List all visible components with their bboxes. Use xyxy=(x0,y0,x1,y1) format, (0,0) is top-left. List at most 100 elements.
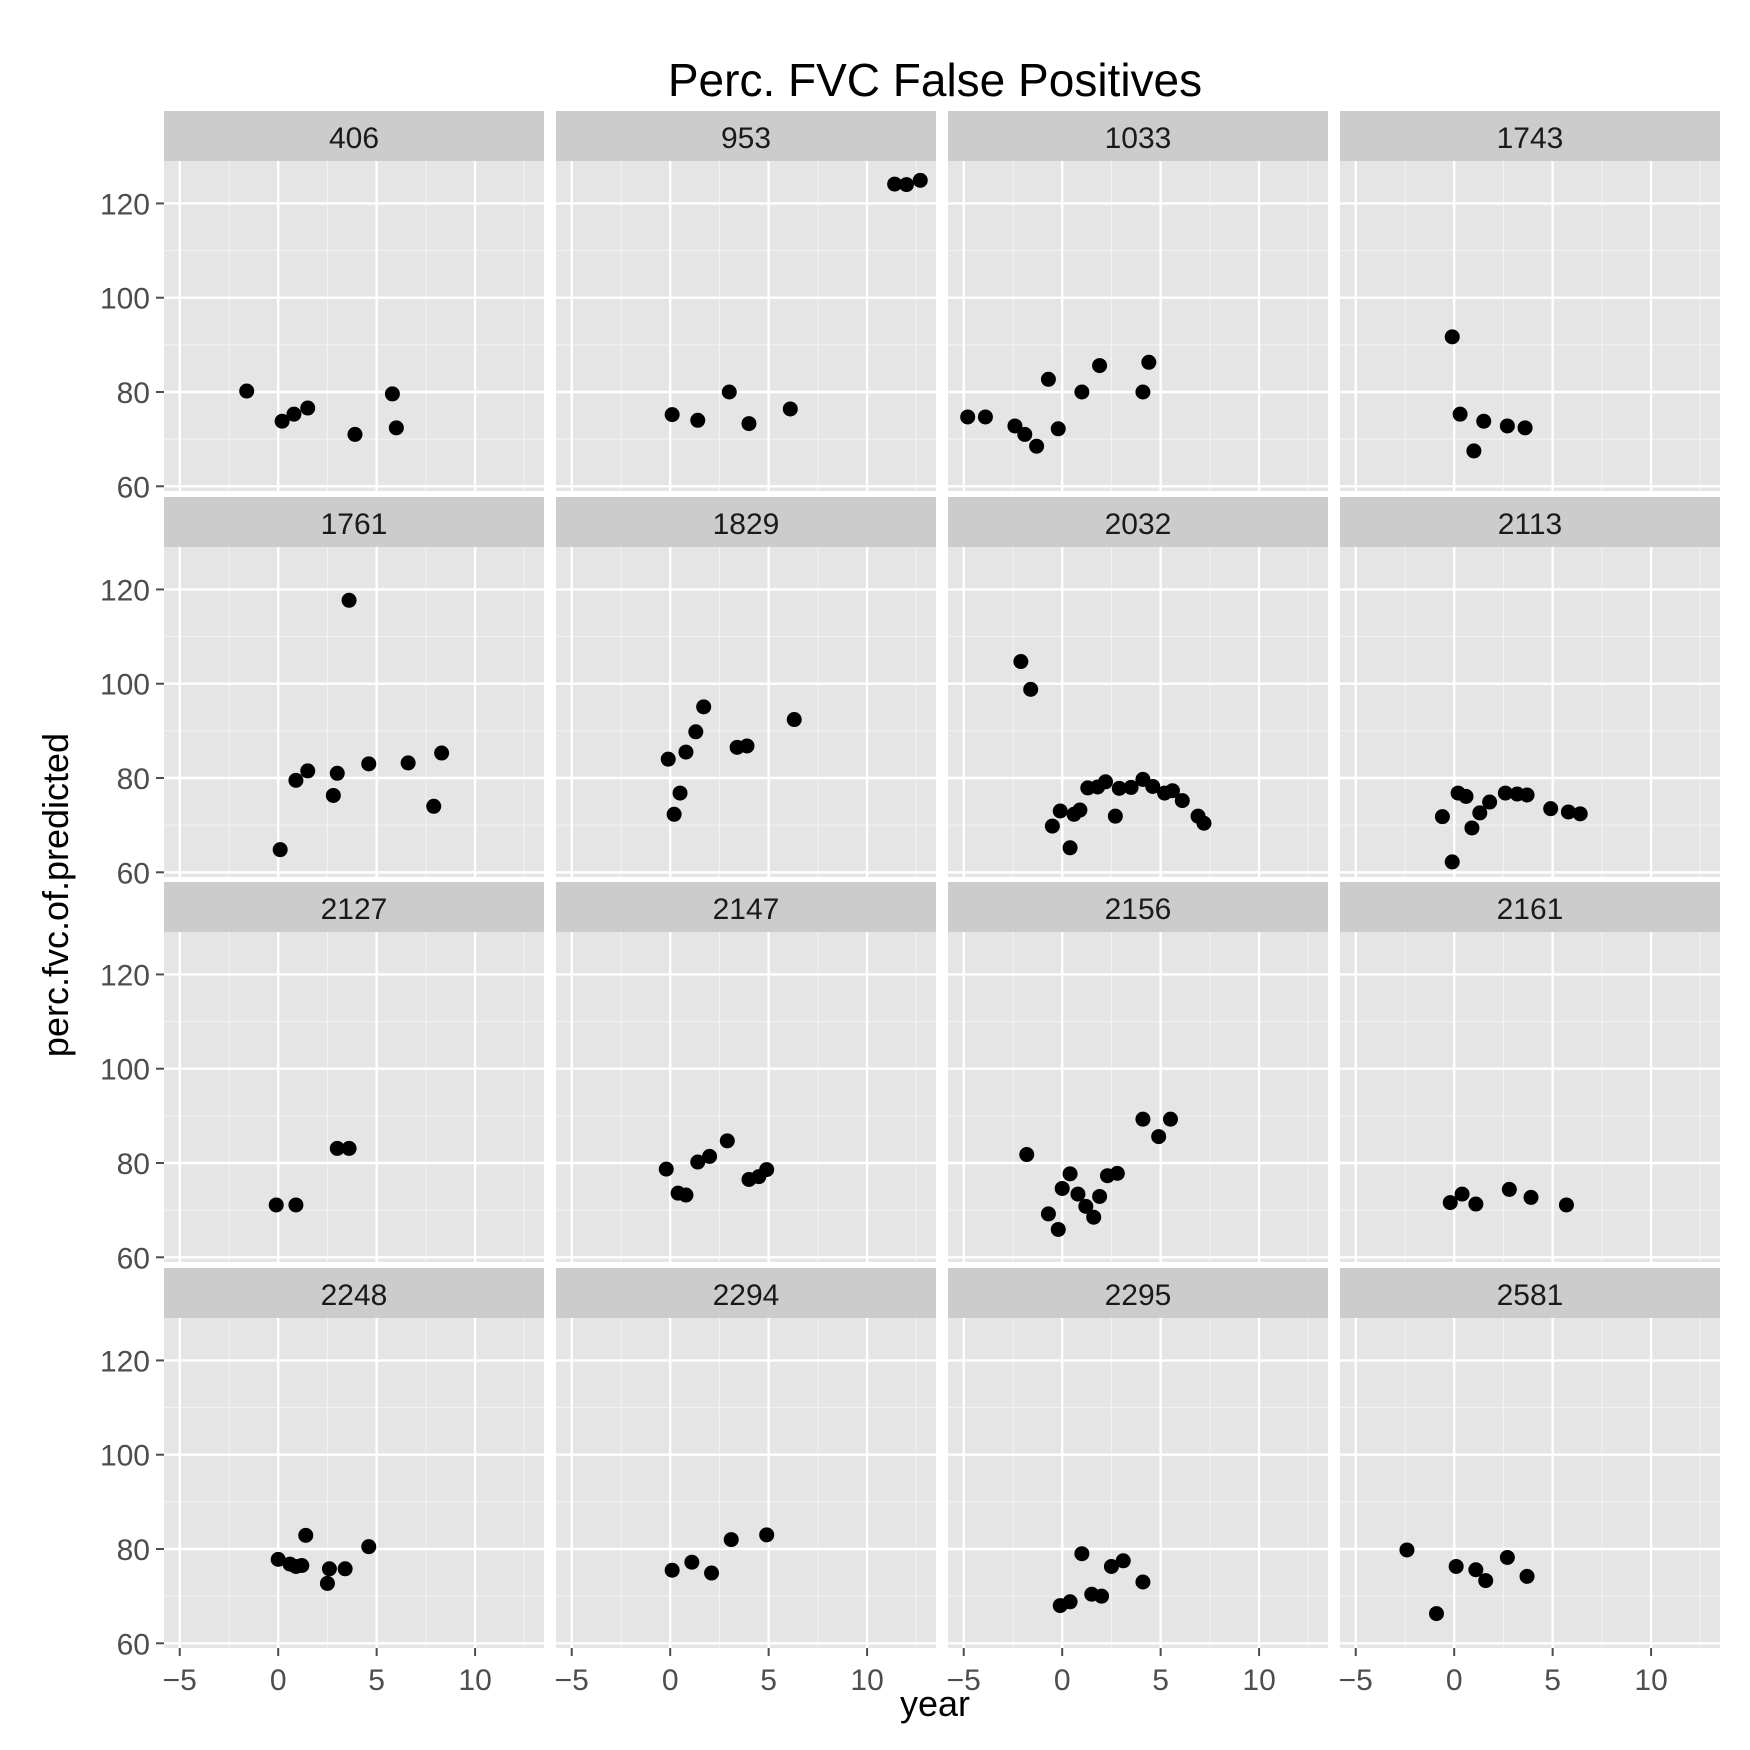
data-point xyxy=(321,1561,337,1577)
data-point xyxy=(1499,1549,1515,1565)
x-tick-label: 0 xyxy=(1054,1664,1071,1697)
data-point xyxy=(1174,793,1190,809)
facet-panel-2581: 2581 xyxy=(1340,1268,1720,1648)
facet-strip xyxy=(164,111,544,161)
data-point xyxy=(1434,809,1450,825)
facet-panel-2294: 2294 xyxy=(556,1268,936,1648)
data-point xyxy=(361,756,377,772)
data-point xyxy=(268,1197,284,1213)
data-point xyxy=(1452,406,1468,422)
data-point xyxy=(1050,421,1066,437)
x-tick-label: 10 xyxy=(458,1664,491,1697)
data-point xyxy=(384,386,400,402)
data-point xyxy=(1044,818,1060,834)
data-point xyxy=(666,806,682,822)
x-tick-label: 0 xyxy=(1446,1664,1463,1697)
data-point xyxy=(678,1187,694,1203)
y-tick-label: 80 xyxy=(117,377,150,410)
panel-background xyxy=(556,1318,936,1648)
data-point xyxy=(347,426,363,442)
facet-panel-953: 953 xyxy=(556,111,936,491)
x-tick-label: −5 xyxy=(555,1664,589,1697)
y-tick-label: 60 xyxy=(117,471,150,504)
data-point xyxy=(1040,371,1056,387)
facet-panel-2156: 2156 xyxy=(948,882,1328,1262)
facet-panel-406: 406 xyxy=(164,111,544,491)
x-tick-label: 5 xyxy=(1544,1664,1561,1697)
data-point xyxy=(1466,443,1482,459)
data-point xyxy=(1499,418,1515,434)
data-point xyxy=(1023,681,1039,697)
data-point xyxy=(1098,774,1114,790)
facet-strip-label: 2032 xyxy=(1105,508,1172,541)
data-point xyxy=(1572,806,1588,822)
y-tick-label: 100 xyxy=(100,283,150,316)
facet-strip xyxy=(948,882,1328,932)
data-point xyxy=(361,1539,377,1555)
x-tick-label: −5 xyxy=(1339,1664,1373,1697)
facet-strip-label: 2248 xyxy=(321,1279,388,1312)
data-point xyxy=(759,1162,775,1178)
facet-panel-2127: 2127 xyxy=(164,882,544,1262)
data-point xyxy=(1062,1594,1078,1610)
data-point xyxy=(272,842,288,858)
x-tick-label: 10 xyxy=(1242,1664,1275,1697)
panel-background xyxy=(1340,547,1720,877)
x-tick-label: 10 xyxy=(850,1664,883,1697)
data-point xyxy=(1476,413,1492,429)
data-point xyxy=(319,1575,335,1591)
data-point xyxy=(298,1527,314,1543)
facet-strip xyxy=(556,497,936,547)
y-tick-label: 80 xyxy=(117,763,150,796)
facet-strip xyxy=(164,882,544,932)
facet-strip-label: 1761 xyxy=(321,508,388,541)
facet-panel-2295: 2295 xyxy=(948,1268,1328,1648)
panel-background xyxy=(948,1318,1328,1648)
data-point xyxy=(688,724,704,740)
data-point xyxy=(696,699,712,715)
data-point xyxy=(684,1554,700,1570)
data-point xyxy=(1062,840,1078,856)
data-point xyxy=(1501,1181,1517,1197)
data-point xyxy=(1448,1558,1464,1574)
x-tick-label: 5 xyxy=(368,1664,385,1697)
facet-strip-label: 2581 xyxy=(1497,1279,1564,1312)
data-point xyxy=(329,765,345,781)
facet-strip-label: 953 xyxy=(721,122,771,155)
data-point xyxy=(1111,780,1127,796)
data-point xyxy=(1444,329,1460,345)
data-point xyxy=(1145,778,1161,794)
data-point xyxy=(1458,788,1474,804)
facet-strip-label: 2113 xyxy=(1498,508,1563,541)
facet-strip xyxy=(164,497,544,547)
data-point xyxy=(721,384,737,400)
data-point xyxy=(1086,1209,1102,1225)
data-point xyxy=(690,412,706,428)
data-point xyxy=(664,1562,680,1578)
panel-background xyxy=(1340,161,1720,491)
data-point xyxy=(723,1532,739,1548)
data-point xyxy=(1092,1188,1108,1204)
data-point xyxy=(739,738,755,754)
data-point xyxy=(898,177,914,193)
y-tick-label: 120 xyxy=(100,1345,150,1378)
facet-strip-label: 2156 xyxy=(1105,893,1172,926)
data-point xyxy=(337,1561,353,1577)
panel-background xyxy=(1340,932,1720,1262)
data-point xyxy=(288,1197,304,1213)
facet-panel-2147: 2147 xyxy=(556,882,936,1262)
y-tick-label: 100 xyxy=(100,1054,150,1087)
facet-panels: 406 953 1033 1743 1761 1829 2032 2113 2127 2147 21… xyxy=(164,111,1720,1648)
facet-strip xyxy=(164,1268,544,1318)
facet-panel-1033: 1033 xyxy=(948,111,1328,491)
panel-background xyxy=(164,1318,544,1648)
x-tick-label: 5 xyxy=(1152,1664,1169,1697)
data-point xyxy=(1013,654,1029,670)
facet-panel-2032: 2032 xyxy=(948,497,1328,877)
y-tick-label: 120 xyxy=(100,959,150,992)
x-tick-label: 0 xyxy=(662,1664,679,1697)
panel-background xyxy=(556,547,936,877)
data-point xyxy=(1062,1166,1078,1182)
data-point xyxy=(702,1148,718,1164)
data-point xyxy=(660,751,676,767)
